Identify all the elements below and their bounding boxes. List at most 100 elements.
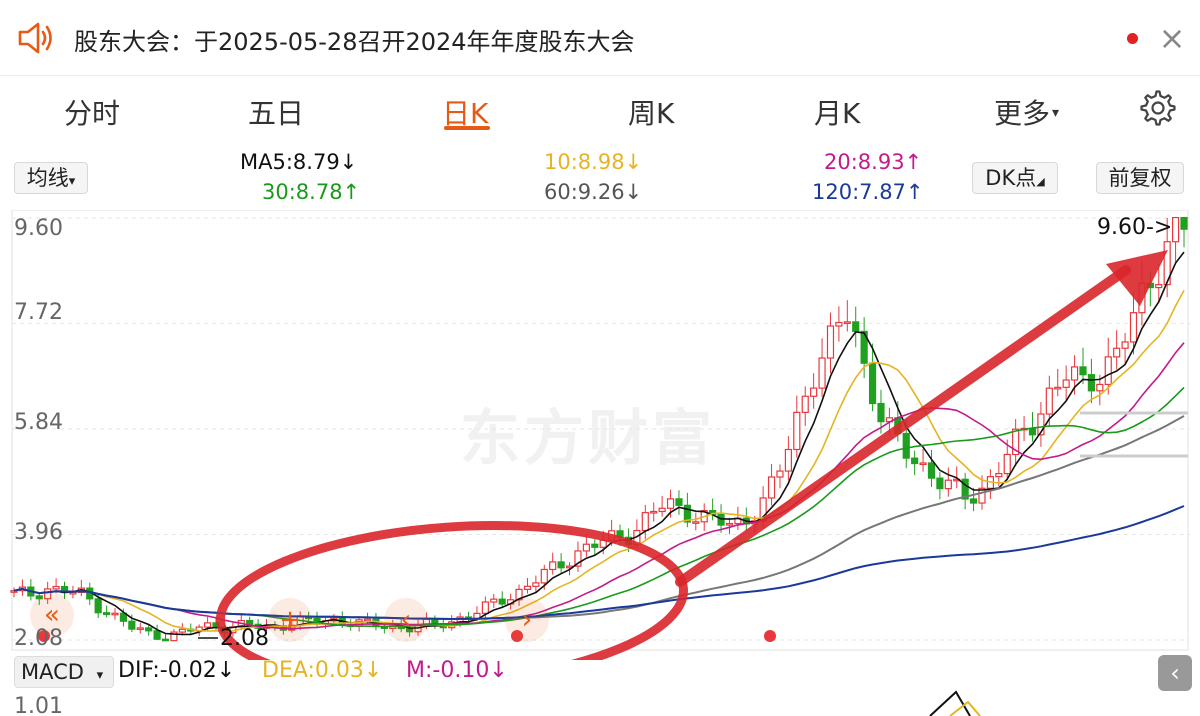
candle-body [1079,366,1087,376]
collapse-left-icon[interactable]: ‹ [1158,655,1192,691]
candle-body [161,638,170,642]
candle-body [591,543,599,548]
candle-body [1096,383,1104,392]
candle-body [1003,453,1011,475]
macd-line-preview [929,690,981,716]
candle-body [784,448,792,472]
signal-dot [38,630,50,642]
candle-body [1028,427,1037,436]
ma120-value: 120:7.87↑ [812,180,924,204]
candle-body [692,521,700,524]
candle-body [1163,241,1171,286]
candle-body [1129,312,1138,343]
candle-body [675,498,683,506]
candle-body [532,582,540,587]
ma30-value: 30:8.78↑ [262,180,361,204]
candle-body [1180,216,1188,230]
candle-body [431,618,439,625]
annotation-circle [216,521,688,660]
candle-body [1062,379,1070,388]
candle-body [936,477,944,490]
candle-body [919,462,927,466]
candle-body [1155,284,1163,289]
chevron-right-icon-bg [505,598,549,642]
ma10-value: 10:8.98↓ [544,150,643,174]
candle-body [793,411,801,451]
kline-chart[interactable]: 东方财富 « + ‹ › 9.60 7.72 5.84 3.96 2.08 9.60-… [0,210,1200,660]
announcement-text[interactable]: 股东大会：于2025-05-28召开2024年年度股东大会 [74,28,635,56]
candle-body [650,510,658,514]
candle-body [1087,374,1096,392]
moving-average-row: 均线▾ MA5:8.79↓ 10:8.98↓ 20:8.93↑ 30:8.78↑… [0,148,1200,210]
candle-body [1054,386,1062,390]
candle-body [35,595,43,600]
candle-body [944,479,952,490]
gear-icon[interactable] [1140,90,1176,126]
candle-body [94,598,102,614]
ma-selector[interactable]: 均线▾ [14,162,88,194]
candle-body [481,601,489,614]
tab-five-day[interactable]: 五日 [248,97,305,130]
candle-body [363,618,372,622]
candle-body [1121,341,1129,349]
caret-down-icon: ▾ [96,668,104,683]
prev-chevron-icon-bg [30,593,74,637]
ma20-line [13,342,1185,630]
y-tick-label: 7.72 [14,300,63,325]
tab-weekly-k[interactable]: 周K [628,97,675,130]
tab-monthly-k[interactable]: 月K [814,97,861,130]
plus-icon: + [279,605,301,635]
candle-body [1070,366,1079,381]
candle-body [860,330,868,364]
ma120-line [13,505,1185,621]
min-price-label: 2.08 [220,626,269,651]
y-tick-label: 5.84 [14,410,63,435]
ma10-line [13,290,1185,633]
caret-down-icon: ▾ [68,174,76,189]
close-icon[interactable]: × [1158,19,1186,57]
candle-body [490,598,498,603]
candle-body [52,585,60,590]
chevron-left-icon: ‹ [401,605,411,635]
chart-frame [11,210,1189,651]
tab-intraday[interactable]: 分时 [64,97,121,130]
candle-body [111,612,119,616]
candle-body [102,612,111,616]
tab-more[interactable]: 更多 ▾ [994,92,1059,132]
candle-body [145,627,153,632]
candle-body [136,627,144,631]
candle-body [801,395,809,413]
candle-body [911,457,919,465]
announcement-bar[interactable]: 股东大会：于2025-05-28召开2024年年度股东大会 × [0,0,1200,76]
macd-selector[interactable]: MACD ▾ [14,656,114,688]
candle-body [902,432,910,459]
candle-body [1037,413,1045,436]
candle-body [498,598,506,605]
candle-body [246,619,254,625]
candle-body [969,498,978,504]
candle-body [826,325,835,359]
max-price-label: 9.60-> [1097,215,1173,240]
dk-point-label: DK点 [985,166,1037,190]
candle-body [717,513,725,526]
macd-selector-label: MACD [21,660,84,684]
ma60-value: 60:9.26↓ [544,180,643,204]
tab-daily-k[interactable]: 日K [442,97,489,130]
candle-body [776,470,784,478]
candle-body [818,357,826,389]
candle-body [178,628,186,633]
candle-body [683,504,691,523]
candle-body [170,631,178,642]
candle-body [961,478,969,500]
candle-body [10,590,18,593]
adjust-price-button[interactable]: 前复权 [1096,162,1184,194]
chevron-left-icon-bg [384,598,428,642]
plus-icon-bg [268,598,312,642]
macd-dea: DEA:0.03↓ [262,658,383,683]
unread-dot [1127,33,1138,44]
dk-point-button[interactable]: DK点◢ [972,162,1058,194]
macd-row: MACD ▾ DIF:-0.02↓ DEA:0.03↓ M:-0.10↓ [0,652,1200,692]
tab-more-label: 更多 [994,97,1051,130]
kline-svg: « + ‹ › [10,210,1190,660]
candle-body [927,462,936,479]
